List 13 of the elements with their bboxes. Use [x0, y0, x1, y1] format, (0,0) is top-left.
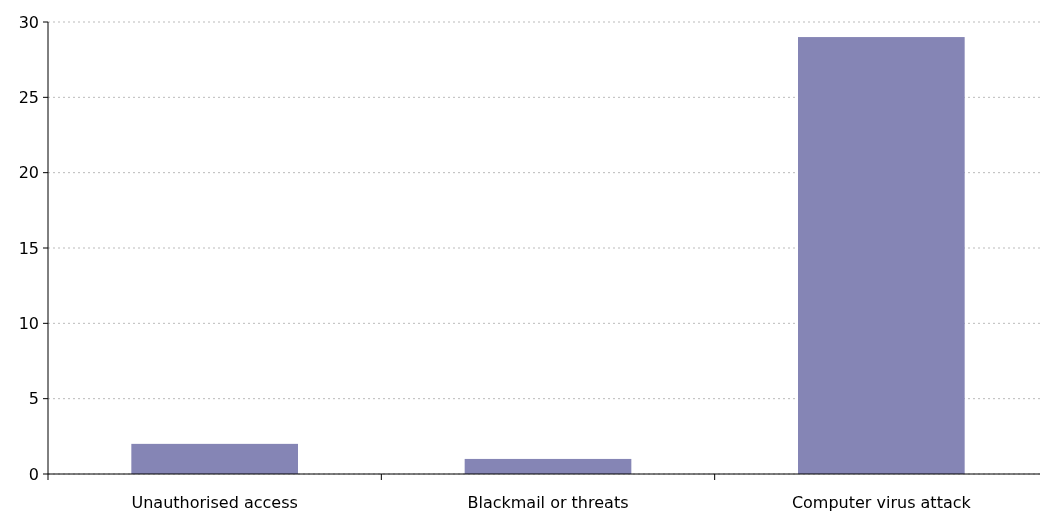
y-tick-label: 25: [18, 87, 39, 107]
y-tick-label: 30: [18, 12, 39, 32]
x-tick-label: Unauthorised access: [131, 493, 298, 512]
bar: [131, 443, 298, 474]
x-tick-label: Blackmail or threats: [467, 493, 629, 512]
bar: [798, 37, 965, 474]
y-tick-label: 15: [18, 238, 39, 258]
y-tick-label: 20: [18, 163, 39, 183]
x-tick-label: Computer virus attack: [791, 493, 972, 512]
y-tick-label: 5: [28, 389, 39, 409]
y-tick-label: 10: [18, 313, 39, 333]
bar: [464, 458, 632, 474]
y-tick-label: 0: [28, 464, 39, 484]
